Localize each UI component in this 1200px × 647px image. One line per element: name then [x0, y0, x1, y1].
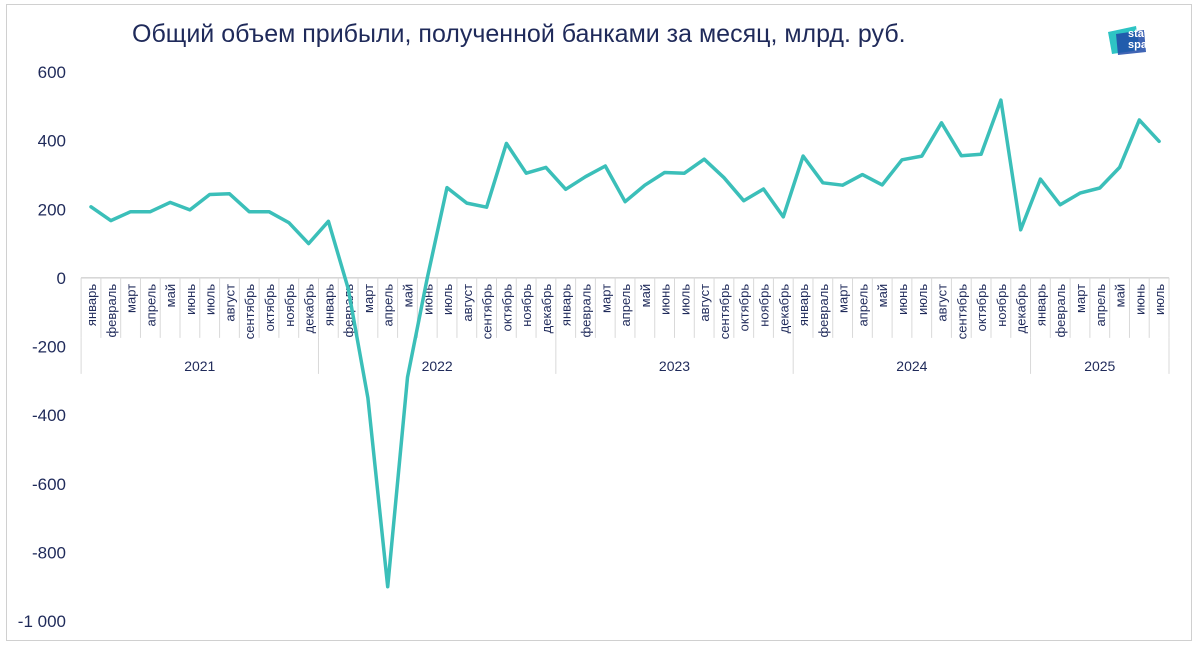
- month-label: апрель: [1093, 284, 1108, 327]
- y-tick-label: -600: [32, 475, 66, 494]
- statspace-logo: stat space: [1106, 24, 1172, 56]
- month-label: март: [598, 284, 613, 313]
- month-label: октябрь: [499, 284, 514, 332]
- year-label: 2023: [659, 358, 690, 374]
- month-label: февраль: [104, 284, 119, 338]
- year-label: 2025: [1084, 358, 1115, 374]
- logo-text-line1: stat: [1128, 28, 1148, 40]
- month-label: сентябрь: [242, 284, 257, 340]
- month-label: август: [935, 284, 950, 322]
- y-tick-label: 200: [38, 200, 66, 219]
- month-label: декабрь: [776, 284, 791, 334]
- year-label: 2021: [184, 358, 215, 374]
- month-label: июль: [1152, 284, 1167, 315]
- month-label: июль: [440, 284, 455, 315]
- month-label: сентябрь: [954, 284, 969, 340]
- month-label: март: [836, 284, 851, 313]
- month-label: февраль: [816, 284, 831, 338]
- year-label: 2024: [896, 358, 927, 374]
- month-label: апрель: [855, 284, 870, 327]
- y-tick-label: 0: [57, 269, 66, 288]
- month-label: июль: [677, 284, 692, 315]
- month-label: июнь: [1132, 284, 1147, 315]
- month-label: январь: [321, 284, 336, 326]
- month-label: январь: [796, 284, 811, 326]
- series-line: [89, 98, 1161, 589]
- y-tick-label: -200: [32, 338, 66, 357]
- month-label: июнь: [895, 284, 910, 315]
- month-label: май: [400, 284, 415, 307]
- series-polyline: [89, 98, 1161, 589]
- month-label: май: [875, 284, 890, 307]
- month-label: октябрь: [262, 284, 277, 332]
- chart-title: Общий объем прибыли, полученной банками …: [132, 20, 906, 48]
- y-tick-label: -400: [32, 406, 66, 425]
- logo-text-line2: space: [1128, 39, 1159, 51]
- y-tick-label: 400: [38, 132, 66, 151]
- month-label: апрель: [381, 284, 396, 327]
- month-label: март: [124, 284, 139, 313]
- month-label: февраль: [1053, 284, 1068, 338]
- month-label: март: [1073, 284, 1088, 313]
- month-label: ноябрь: [519, 284, 534, 327]
- logo-shape-blue: [1116, 30, 1146, 55]
- y-axis: 600 400 200 0 -200 -400 -600 -800 -1 000: [18, 63, 66, 631]
- month-label: февраль: [579, 284, 594, 338]
- x-axis: январь февраль март апрель май июнь июль август…: [80, 277, 1170, 374]
- month-label: январь: [84, 284, 99, 326]
- month-label: февраль: [341, 284, 356, 338]
- month-label: ноябрь: [994, 284, 1009, 327]
- month-label: сентябрь: [717, 284, 732, 340]
- month-label: май: [163, 284, 178, 307]
- month-label: июль: [203, 284, 218, 315]
- y-tick-label: -1 000: [18, 612, 66, 631]
- month-label: июнь: [658, 284, 673, 315]
- month-label: декабрь: [302, 284, 317, 334]
- month-label: октябрь: [974, 284, 989, 332]
- month-label: май: [638, 284, 653, 307]
- month-label: ноябрь: [282, 284, 297, 327]
- year-label: 2022: [422, 358, 453, 374]
- month-label: январь: [559, 284, 574, 326]
- month-label: декабрь: [1014, 284, 1029, 334]
- month-label: май: [1113, 284, 1128, 307]
- month-label: август: [222, 284, 237, 322]
- month-label: август: [460, 284, 475, 322]
- y-tick-label: -800: [32, 543, 66, 562]
- month-label: апрель: [143, 284, 158, 327]
- chart-frame: [6, 4, 1192, 641]
- month-label: октябрь: [737, 284, 752, 332]
- month-label: ноябрь: [757, 284, 772, 327]
- month-label: январь: [1033, 284, 1048, 326]
- month-label: август: [697, 284, 712, 322]
- month-label: сентябрь: [480, 284, 495, 340]
- month-label: июнь: [183, 284, 198, 315]
- logo-graphic: stat space: [1108, 26, 1159, 55]
- month-label: март: [361, 284, 376, 313]
- y-tick-label: 600: [38, 63, 66, 82]
- month-label: апрель: [618, 284, 633, 327]
- month-label: июль: [915, 284, 930, 315]
- month-label: декабрь: [539, 284, 554, 334]
